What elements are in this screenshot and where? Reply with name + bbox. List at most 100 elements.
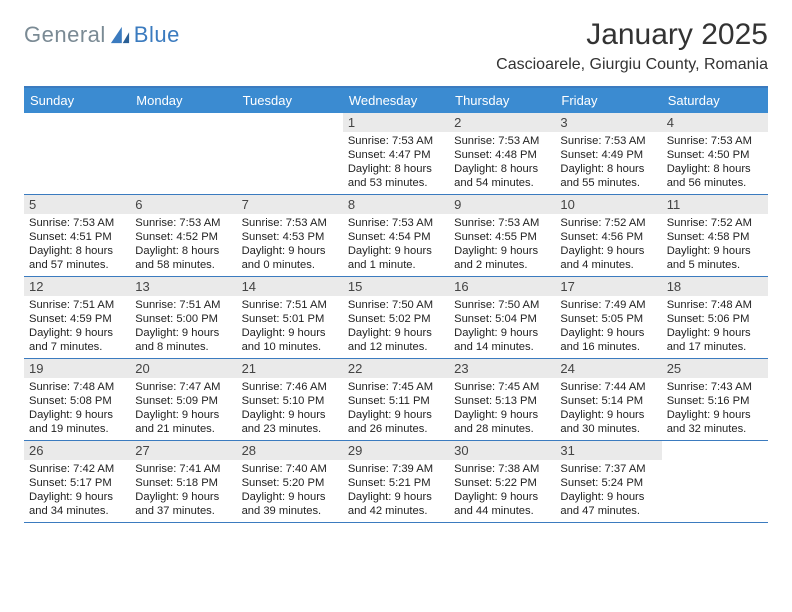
day-header: Sunday bbox=[24, 88, 130, 113]
day-number: 6 bbox=[130, 195, 236, 214]
day-cell bbox=[662, 441, 768, 522]
day-details: Sunrise: 7:48 AMSunset: 5:08 PMDaylight:… bbox=[29, 380, 125, 436]
day-cell: 9 Sunrise: 7:53 AMSunset: 4:55 PMDaylight… bbox=[449, 195, 555, 276]
day-cell: 17 Sunrise: 7:49 AMSunset: 5:05 PMDayligh… bbox=[555, 277, 661, 358]
day-header: Saturday bbox=[662, 88, 768, 113]
day-cell: 31 Sunrise: 7:37 AMSunset: 5:24 PMDayligh… bbox=[555, 441, 661, 522]
day-number: 1 bbox=[343, 113, 449, 132]
title-block: January 2025 Cascioarele, Giurgiu County… bbox=[496, 18, 768, 74]
day-details: Sunrise: 7:53 AMSunset: 4:52 PMDaylight:… bbox=[135, 216, 231, 272]
day-details: Sunrise: 7:52 AMSunset: 4:56 PMDaylight:… bbox=[560, 216, 656, 272]
day-cell: 14 Sunrise: 7:51 AMSunset: 5:01 PMDayligh… bbox=[237, 277, 343, 358]
day-cell bbox=[237, 113, 343, 194]
day-details: Sunrise: 7:51 AMSunset: 5:00 PMDaylight:… bbox=[135, 298, 231, 354]
logo-text-general: General bbox=[24, 22, 106, 48]
day-number: 26 bbox=[24, 441, 130, 460]
day-details: Sunrise: 7:52 AMSunset: 4:58 PMDaylight:… bbox=[667, 216, 763, 272]
day-details: Sunrise: 7:50 AMSunset: 5:04 PMDaylight:… bbox=[454, 298, 550, 354]
day-details: Sunrise: 7:51 AMSunset: 5:01 PMDaylight:… bbox=[242, 298, 338, 354]
day-details: Sunrise: 7:48 AMSunset: 5:06 PMDaylight:… bbox=[667, 298, 763, 354]
location: Cascioarele, Giurgiu County, Romania bbox=[496, 56, 768, 74]
day-number: 2 bbox=[449, 113, 555, 132]
day-cell: 4 Sunrise: 7:53 AMSunset: 4:50 PMDaylight… bbox=[662, 113, 768, 194]
day-cell: 21 Sunrise: 7:46 AMSunset: 5:10 PMDayligh… bbox=[237, 359, 343, 440]
day-cell: 28 Sunrise: 7:40 AMSunset: 5:20 PMDayligh… bbox=[237, 441, 343, 522]
day-number: 11 bbox=[662, 195, 768, 214]
logo: General Blue bbox=[24, 22, 180, 48]
week-row: 5 Sunrise: 7:53 AMSunset: 4:51 PMDaylight… bbox=[24, 195, 768, 277]
day-cell: 30 Sunrise: 7:38 AMSunset: 5:22 PMDayligh… bbox=[449, 441, 555, 522]
day-header: Friday bbox=[555, 88, 661, 113]
day-header: Monday bbox=[130, 88, 236, 113]
day-details: Sunrise: 7:53 AMSunset: 4:55 PMDaylight:… bbox=[454, 216, 550, 272]
day-cell: 3Sunrise: 7:53 AMSunset: 4:49 PMDaylight… bbox=[555, 113, 661, 194]
day-cell: 19 Sunrise: 7:48 AMSunset: 5:08 PMDayligh… bbox=[24, 359, 130, 440]
day-number: 28 bbox=[237, 441, 343, 460]
day-cell: 26 Sunrise: 7:42 AMSunset: 5:17 PMDayligh… bbox=[24, 441, 130, 522]
day-cell: 5 Sunrise: 7:53 AMSunset: 4:51 PMDaylight… bbox=[24, 195, 130, 276]
sail-icon bbox=[109, 25, 131, 45]
day-cell bbox=[24, 113, 130, 194]
day-cell: 2 Sunrise: 7:53 AMSunset: 4:48 PMDaylight… bbox=[449, 113, 555, 194]
day-cell: 6 Sunrise: 7:53 AMSunset: 4:52 PMDaylight… bbox=[130, 195, 236, 276]
day-cell: 12Sunrise: 7:51 AMSunset: 4:59 PMDayligh… bbox=[24, 277, 130, 358]
day-cell: 10Sunrise: 7:52 AMSunset: 4:56 PMDayligh… bbox=[555, 195, 661, 276]
day-details: Sunrise: 7:37 AMSunset: 5:24 PMDaylight:… bbox=[560, 462, 656, 518]
day-number: 16 bbox=[449, 277, 555, 296]
day-number: 5 bbox=[24, 195, 130, 214]
day-number: 27 bbox=[130, 441, 236, 460]
day-cell: 15 Sunrise: 7:50 AMSunset: 5:02 PMDayligh… bbox=[343, 277, 449, 358]
day-details: Sunrise: 7:51 AMSunset: 4:59 PMDaylight:… bbox=[29, 298, 125, 354]
day-details: Sunrise: 7:42 AMSunset: 5:17 PMDaylight:… bbox=[29, 462, 125, 518]
day-cell: 20Sunrise: 7:47 AMSunset: 5:09 PMDayligh… bbox=[130, 359, 236, 440]
week-row: 1 Sunrise: 7:53 AMSunset: 4:47 PMDaylight… bbox=[24, 113, 768, 195]
day-details: Sunrise: 7:38 AMSunset: 5:22 PMDaylight:… bbox=[454, 462, 550, 518]
day-number: 15 bbox=[343, 277, 449, 296]
calendar: SundayMondayTuesdayWednesdayThursdayFrid… bbox=[24, 86, 768, 523]
day-details: Sunrise: 7:53 AMSunset: 4:54 PMDaylight:… bbox=[348, 216, 444, 272]
day-number: 4 bbox=[662, 113, 768, 132]
month-title: January 2025 bbox=[496, 18, 768, 52]
day-number: 24 bbox=[555, 359, 661, 378]
day-details: Sunrise: 7:46 AMSunset: 5:10 PMDaylight:… bbox=[242, 380, 338, 436]
day-cell: 1 Sunrise: 7:53 AMSunset: 4:47 PMDaylight… bbox=[343, 113, 449, 194]
day-details: Sunrise: 7:53 AMSunset: 4:47 PMDaylight:… bbox=[348, 134, 444, 190]
day-number: 20 bbox=[130, 359, 236, 378]
day-number: 29 bbox=[343, 441, 449, 460]
day-cell: 16 Sunrise: 7:50 AMSunset: 5:04 PMDayligh… bbox=[449, 277, 555, 358]
day-details: Sunrise: 7:53 AMSunset: 4:48 PMDaylight:… bbox=[454, 134, 550, 190]
day-number: 30 bbox=[449, 441, 555, 460]
day-cell: 24 Sunrise: 7:44 AMSunset: 5:14 PMDayligh… bbox=[555, 359, 661, 440]
day-cell: 13 Sunrise: 7:51 AMSunset: 5:00 PMDayligh… bbox=[130, 277, 236, 358]
day-details: Sunrise: 7:50 AMSunset: 5:02 PMDaylight:… bbox=[348, 298, 444, 354]
day-number: 23 bbox=[449, 359, 555, 378]
day-number: 21 bbox=[237, 359, 343, 378]
day-number: 3 bbox=[555, 113, 661, 132]
day-number: 19 bbox=[24, 359, 130, 378]
day-number: 7 bbox=[237, 195, 343, 214]
day-details: Sunrise: 7:53 AMSunset: 4:50 PMDaylight:… bbox=[667, 134, 763, 190]
day-details: Sunrise: 7:49 AMSunset: 5:05 PMDaylight:… bbox=[560, 298, 656, 354]
day-number: 8 bbox=[343, 195, 449, 214]
day-details: Sunrise: 7:44 AMSunset: 5:14 PMDaylight:… bbox=[560, 380, 656, 436]
day-cell: 18 Sunrise: 7:48 AMSunset: 5:06 PMDayligh… bbox=[662, 277, 768, 358]
day-details: Sunrise: 7:45 AMSunset: 5:13 PMDaylight:… bbox=[454, 380, 550, 436]
day-number: 17 bbox=[555, 277, 661, 296]
header: General Blue January 2025 Cascioarele, G… bbox=[24, 18, 768, 74]
day-number: 18 bbox=[662, 277, 768, 296]
day-details: Sunrise: 7:53 AMSunset: 4:53 PMDaylight:… bbox=[242, 216, 338, 272]
day-details: Sunrise: 7:39 AMSunset: 5:21 PMDaylight:… bbox=[348, 462, 444, 518]
week-row: 26 Sunrise: 7:42 AMSunset: 5:17 PMDayligh… bbox=[24, 441, 768, 523]
day-cell: 8 Sunrise: 7:53 AMSunset: 4:54 PMDaylight… bbox=[343, 195, 449, 276]
day-cell: 7 Sunrise: 7:53 AMSunset: 4:53 PMDaylight… bbox=[237, 195, 343, 276]
day-details: Sunrise: 7:40 AMSunset: 5:20 PMDaylight:… bbox=[242, 462, 338, 518]
day-number: 13 bbox=[130, 277, 236, 296]
day-number: 25 bbox=[662, 359, 768, 378]
day-number: 9 bbox=[449, 195, 555, 214]
day-cell: 23 Sunrise: 7:45 AMSunset: 5:13 PMDayligh… bbox=[449, 359, 555, 440]
day-number: 31 bbox=[555, 441, 661, 460]
day-cell: 22Sunrise: 7:45 AMSunset: 5:11 PMDayligh… bbox=[343, 359, 449, 440]
day-details: Sunrise: 7:45 AMSunset: 5:11 PMDaylight:… bbox=[348, 380, 444, 436]
day-details: Sunrise: 7:53 AMSunset: 4:51 PMDaylight:… bbox=[29, 216, 125, 272]
day-number: 14 bbox=[237, 277, 343, 296]
